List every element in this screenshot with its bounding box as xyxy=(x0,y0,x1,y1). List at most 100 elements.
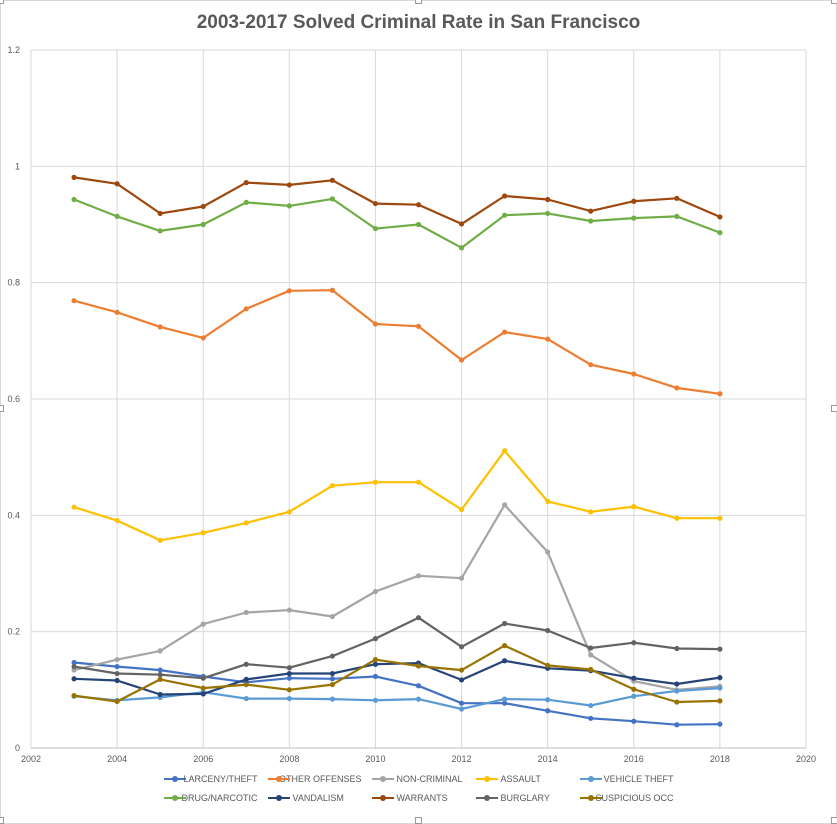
data-point xyxy=(415,696,422,702)
data-point xyxy=(674,645,680,652)
y-tick-label: 0.8 xyxy=(7,278,20,288)
data-point xyxy=(588,509,594,515)
data-point xyxy=(631,198,637,204)
data-point xyxy=(631,215,637,221)
data-point xyxy=(157,667,163,673)
resize-handle-bottom-left[interactable] xyxy=(0,817,4,824)
data-point xyxy=(157,691,163,698)
legend-item[interactable]: VANDALISM xyxy=(267,793,362,803)
legend-swatch-marker xyxy=(483,776,490,782)
data-point xyxy=(200,675,206,681)
series-line-6 xyxy=(74,659,721,696)
legend-swatch-marker xyxy=(587,776,594,782)
legend-swatch xyxy=(267,794,290,802)
legend-item[interactable]: WARRANTS xyxy=(371,793,466,803)
legend-item[interactable]: SUSPICIOUS OCC xyxy=(579,793,674,803)
legend-swatch xyxy=(579,794,602,802)
x-tick-label: 2002 xyxy=(21,754,41,764)
data-point xyxy=(200,203,206,210)
data-point xyxy=(717,646,723,652)
legend-item[interactable]: ASSAULT xyxy=(475,774,570,784)
data-point xyxy=(200,335,206,341)
data-point xyxy=(71,196,77,203)
legend-item[interactable]: DRUG/NARCOTIC xyxy=(163,793,258,803)
data-point xyxy=(545,196,551,203)
legend: LARCENY/THEFT OTHER OFFENSES NON-CRIMINAL A… xyxy=(0,774,837,812)
data-point xyxy=(415,663,422,669)
legend-label: DRUG/NARCOTIC xyxy=(181,793,258,803)
data-point xyxy=(631,693,637,699)
data-point xyxy=(329,287,335,293)
legend-item[interactable]: OTHER OFFENSES xyxy=(267,774,362,784)
y-tick-label: 1 xyxy=(15,161,20,171)
data-point xyxy=(372,588,379,595)
data-point xyxy=(631,718,637,724)
x-tick-label: 2004 xyxy=(107,754,127,764)
legend-swatch xyxy=(371,775,394,783)
resize-handle-bottom-right[interactable] xyxy=(831,817,837,824)
data-point xyxy=(631,686,637,692)
data-point xyxy=(243,199,249,205)
data-point xyxy=(502,329,508,335)
resize-handle-left[interactable] xyxy=(0,405,4,412)
series-line-9 xyxy=(73,644,720,704)
data-point xyxy=(71,174,77,180)
legend-row: LARCENY/THEFT OTHER OFFENSES NON-CRIMINAL A… xyxy=(0,774,837,784)
series-line-2 xyxy=(73,503,720,691)
legend-item[interactable]: NON-CRIMINAL xyxy=(371,774,466,784)
data-point xyxy=(631,640,637,646)
data-point xyxy=(71,659,77,666)
data-point xyxy=(286,687,292,693)
data-point xyxy=(286,607,292,613)
data-point xyxy=(458,644,465,650)
data-point xyxy=(329,177,335,183)
data-point xyxy=(588,702,594,709)
legend-swatch xyxy=(371,794,394,802)
data-point xyxy=(71,504,77,510)
legend-item[interactable]: BURGLARY xyxy=(475,793,570,803)
legend-item[interactable]: LARCENY/THEFT xyxy=(163,774,258,784)
data-point xyxy=(545,549,551,555)
data-point xyxy=(329,670,335,677)
data-point xyxy=(286,203,292,209)
data-point xyxy=(114,698,120,705)
data-point xyxy=(415,221,422,228)
data-point xyxy=(502,193,508,199)
resize-handle-bottom[interactable] xyxy=(415,817,422,824)
legend-label: ASSAULT xyxy=(500,774,541,784)
legend-item[interactable]: VEHICLE THEFT xyxy=(579,774,674,784)
data-point xyxy=(415,323,422,329)
data-point xyxy=(415,573,422,579)
data-point xyxy=(329,681,335,688)
data-point xyxy=(200,621,206,627)
data-point xyxy=(588,666,594,673)
data-point xyxy=(200,685,206,691)
legend-swatch xyxy=(267,775,290,783)
data-point xyxy=(588,652,594,658)
data-point xyxy=(243,681,249,688)
data-point xyxy=(157,676,163,682)
legend-swatch-marker xyxy=(171,776,178,782)
data-point xyxy=(458,575,465,581)
data-point xyxy=(631,675,637,681)
data-point xyxy=(631,371,637,377)
data-point xyxy=(372,661,379,667)
series-line-8 xyxy=(73,616,720,680)
x-tick-label: 2012 xyxy=(452,754,472,764)
series-line-0 xyxy=(73,661,720,726)
data-point xyxy=(157,324,163,330)
series-line-3 xyxy=(73,449,720,542)
data-point xyxy=(502,448,508,454)
data-point xyxy=(71,298,77,304)
data-point xyxy=(415,615,422,621)
data-point xyxy=(502,700,508,706)
data-point xyxy=(502,212,508,218)
data-point xyxy=(717,515,723,521)
data-point xyxy=(545,662,551,669)
data-point xyxy=(329,653,335,659)
x-tick-label: 2018 xyxy=(710,754,730,764)
resize-handle-top[interactable] xyxy=(415,0,422,4)
resize-handle-top-left[interactable] xyxy=(0,0,4,4)
resize-handle-right[interactable] xyxy=(831,405,837,412)
resize-handle-top-right[interactable] xyxy=(831,0,837,4)
